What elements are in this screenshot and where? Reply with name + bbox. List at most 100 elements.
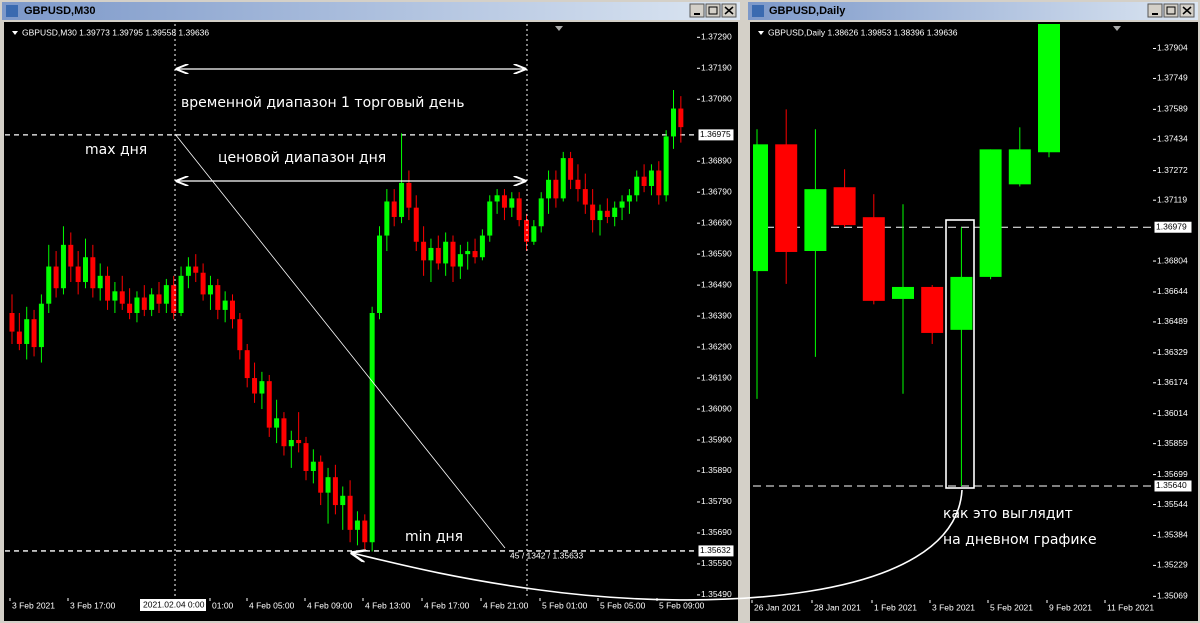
y-tick-label: 1.35069	[1157, 591, 1188, 601]
candle-body	[678, 108, 684, 128]
maximize-button[interactable]	[1163, 3, 1179, 18]
candle-body	[288, 440, 294, 447]
candle-body	[487, 201, 493, 236]
maximize-icon	[1166, 6, 1176, 15]
x-tick-label: 3 Feb 2021	[932, 602, 975, 612]
title-bar[interactable]	[748, 2, 1198, 20]
candle-body	[862, 217, 885, 301]
candle-body	[626, 195, 632, 202]
candle-body	[9, 313, 15, 332]
candle-body	[296, 440, 302, 444]
candle-body	[391, 201, 397, 217]
candle-body	[641, 176, 647, 186]
candle-body	[384, 201, 390, 236]
candle-body	[634, 176, 640, 196]
y-tick-label: 1.37749	[1157, 73, 1188, 83]
candle-body	[97, 275, 103, 289]
candle-body	[494, 195, 500, 202]
annotations: временной диапазон 1 торговый день ценов…	[22, 27, 1097, 611]
candle-body	[24, 319, 30, 344]
level-label: 1.35632	[700, 545, 731, 555]
x-tick-label: 28 Jan 2021	[814, 602, 861, 612]
candle-body	[428, 247, 434, 261]
candle-body	[215, 285, 221, 310]
x-tick-label: 5 Feb 09:00	[659, 600, 705, 610]
y-tick-label: 1.36890	[701, 155, 732, 165]
candle-body	[479, 235, 485, 258]
candle-body	[546, 179, 552, 199]
maximize-button[interactable]	[705, 3, 721, 18]
y-tick-label: 1.36690	[701, 217, 732, 227]
minimize-button[interactable]	[1147, 3, 1163, 18]
candle-body	[16, 331, 22, 344]
candle-body	[597, 210, 603, 221]
candle-body	[171, 285, 177, 313]
y-tick-label: 1.36290	[701, 341, 732, 351]
candle-body	[1008, 149, 1031, 185]
candle-body	[90, 257, 96, 289]
candle-body	[281, 418, 287, 447]
y-tick-label: 1.35699	[1157, 469, 1188, 479]
candle-body	[804, 189, 827, 252]
y-tick-label: 1.36804	[1157, 255, 1188, 265]
candle-body	[347, 495, 353, 530]
window-icon	[6, 5, 18, 17]
candle-body	[303, 443, 309, 471]
candle-body	[252, 378, 258, 394]
y-tick-label: 1.35859	[1157, 438, 1188, 448]
highlight-box	[945, 219, 975, 489]
drawings	[12, 24, 1121, 601]
candle-body	[75, 266, 81, 283]
y-tick-label: 1.36174	[1157, 377, 1188, 387]
y-tick-label: 1.37090	[701, 94, 732, 104]
x-tick-label: 1 Feb 2021	[874, 602, 917, 612]
x-tick-label: 3 Feb 2021	[12, 600, 55, 610]
candle-body	[362, 520, 368, 543]
candle-body	[560, 158, 566, 199]
y-tick-label: 1.36644	[1157, 286, 1188, 296]
x-tick-label: 4 Feb 21:00	[483, 600, 529, 610]
level-label: 1.36979	[1156, 221, 1187, 231]
candle-body	[612, 207, 618, 217]
x-tick-label: 01:00	[212, 600, 234, 610]
annotation: на дневном графике	[943, 532, 1097, 548]
candle-body	[354, 520, 360, 530]
candle-body	[112, 291, 118, 301]
minimize-button[interactable]	[689, 3, 705, 18]
candle-body	[775, 144, 798, 252]
level-label-box	[1153, 479, 1193, 493]
x-tick-label: 26 Jan 2021	[754, 602, 801, 612]
y-tick-label: 1.35384	[1157, 530, 1188, 540]
annotation: max дня	[85, 142, 147, 158]
window-buttons[interactable]	[1147, 3, 1195, 18]
candle-body	[332, 477, 338, 506]
candle-body	[178, 275, 184, 313]
candle-body	[575, 179, 581, 190]
candle-body	[604, 210, 610, 217]
candle-body	[663, 136, 669, 196]
candle-body	[553, 179, 559, 199]
window-buttons[interactable]	[689, 3, 737, 18]
x-tick-label: 4 Feb 09:00	[307, 600, 353, 610]
x-tick-label: 5 Feb 05:00	[600, 600, 646, 610]
cursor-time: 2021.02.04 0:00	[143, 599, 205, 609]
y-tick-label: 1.35990	[701, 434, 732, 444]
candle-body	[377, 235, 382, 313]
menu-triangle	[758, 31, 764, 35]
title-bar[interactable]	[2, 2, 740, 20]
candle-body	[457, 254, 463, 267]
candle-body	[53, 266, 59, 289]
candle-body	[266, 381, 272, 428]
chart: 1.37904 1.37749 1.37589 1.37434 1.37272 1.371…	[751, 24, 1193, 612]
y-tick-label: 1.36390	[701, 310, 732, 320]
x-tick-label: 3 Feb 17:00	[70, 600, 116, 610]
candle-body	[274, 418, 280, 428]
y-tick-label: 1.36489	[1157, 316, 1188, 326]
candle-body	[979, 149, 1002, 277]
level-label: 1.36975	[700, 129, 731, 139]
candle-body	[531, 226, 537, 242]
y-tick-label: 1.36490	[701, 279, 732, 289]
candle-body	[399, 182, 405, 217]
candle-body	[501, 195, 507, 208]
candle-body	[310, 461, 316, 471]
